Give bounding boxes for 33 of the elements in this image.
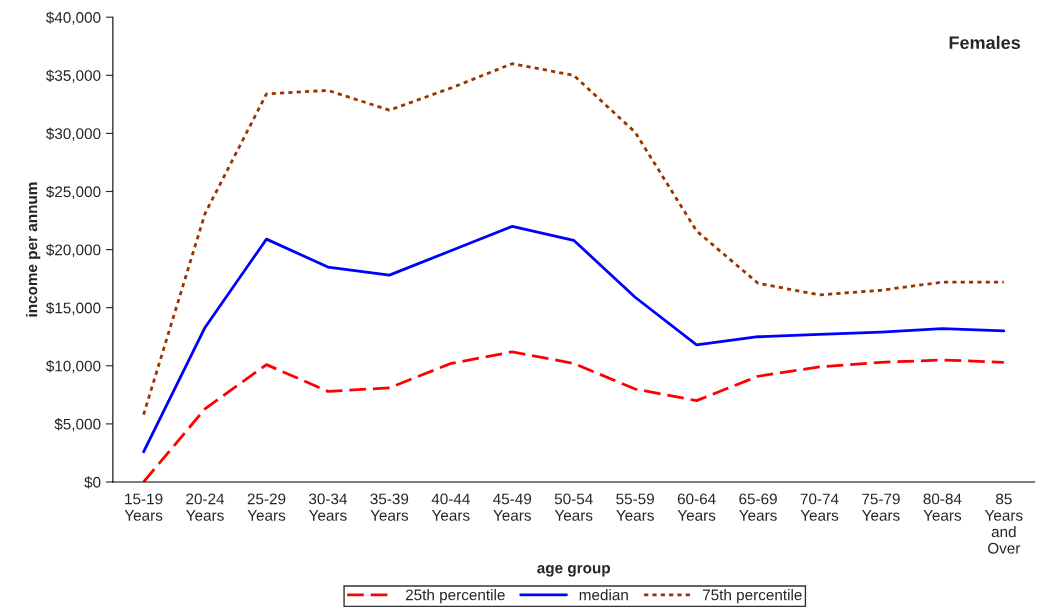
y-tick-label: $20,000 [46, 243, 101, 258]
x-tick-label: 40-44 Years [431, 493, 470, 521]
x-tick-label: 65-69 Years [739, 493, 777, 521]
y-tick-label: $25,000 [46, 185, 101, 199]
x-tick-label: 35-39 Years [370, 493, 409, 521]
x-tick-label: 85 Years and Over [984, 493, 1023, 554]
x-tick-label: 75-79 Years [862, 493, 900, 521]
y-tick-label: $5,000 [54, 418, 101, 432]
line-series [142, 62, 1006, 416]
y-axis-title: income per annum [26, 182, 41, 317]
x-tick-label: 20-24 Years [186, 493, 225, 521]
y-tick-label: $40,000 [46, 11, 101, 25]
annotation: Females [949, 35, 1020, 50]
legend-label: 25th percentile [405, 589, 505, 604]
x-tick-label: 60-64 Years [677, 493, 716, 521]
x-tick-label: 80-84 Years [923, 493, 962, 521]
line-series [142, 350, 1006, 482]
x-axis-title: age group [537, 565, 610, 577]
y-tick-label: $35,000 [46, 69, 101, 83]
x-tick-label: 45-49 Years [493, 493, 532, 521]
legend-label: 75th percentile [702, 589, 802, 604]
x-tick-label: 30-34 Years [308, 493, 348, 521]
x-tick-label: 15-19 Years [124, 493, 163, 521]
legend-label: median [579, 589, 628, 601]
y-tick-label: $15,000 [46, 301, 101, 316]
y-tick-label: $0 [84, 476, 101, 489]
x-tick-label: 50-54 Years [554, 493, 593, 521]
x-tick-label: 70-74 Years [800, 493, 839, 521]
y-tick-label: $10,000 [46, 360, 101, 374]
x-tick-label: 25-29 Years [247, 493, 286, 521]
x-tick-label: 55-59 Years [616, 493, 654, 521]
line-series [142, 224, 1006, 454]
y-tick-label: $30,000 [46, 127, 101, 141]
